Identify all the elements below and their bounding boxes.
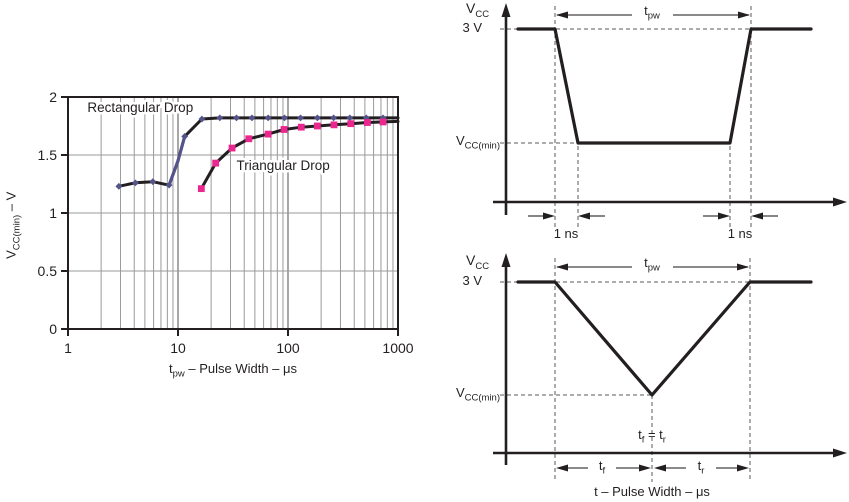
diamond-marker-icon: [264, 114, 272, 122]
diamond-marker-icon: [297, 114, 304, 122]
square-marker-icon: [228, 144, 236, 152]
square-marker-icon: [245, 135, 253, 143]
triangular-drop-trace: [516, 280, 813, 397]
tpw-label: tpw: [644, 3, 660, 22]
square-marker-icon: [280, 126, 288, 133]
diamond-marker-icon: [149, 178, 157, 186]
diamond-marker-icon: [346, 114, 354, 122]
level-3v-label: 3 V: [462, 20, 482, 35]
x-axis-arrow-icon: [833, 197, 847, 207]
chart-y-axis-label: VCC(min) – V: [3, 191, 23, 259]
square-marker-icon: [347, 120, 355, 128]
tr-arrowhead-left-icon: [654, 464, 666, 472]
vcc-axis-label: VCC: [466, 0, 490, 20]
tr-label: tr: [697, 458, 705, 477]
y-tick-label: 1.5: [38, 147, 58, 163]
rise-note-arrow-right-icon: [751, 212, 763, 220]
y-tick-label: 0: [49, 321, 57, 337]
tpw-arrowhead-right-icon: [738, 11, 750, 19]
chart-x-axis-label: tpw – Pulse Width – μs: [168, 361, 298, 380]
diamond-marker-icon: [330, 114, 338, 122]
fall-time-note: 1 ns: [553, 226, 579, 241]
tf-equals-tr-label: tf = tr: [638, 427, 666, 446]
series-line-colored-segment: [167, 134, 187, 187]
tpw-arrowhead-left-icon: [556, 263, 568, 271]
square-marker-icon: [297, 123, 305, 131]
diamond-marker-icon: [181, 133, 189, 140]
diamond-marker-icon: [132, 179, 139, 187]
vcc-axis-label: VCC: [466, 252, 490, 272]
tri-x-axis-label: t – Pulse Width – μs: [594, 484, 710, 499]
fall-note-arrow-right-icon: [578, 212, 590, 220]
tf-arrowhead-right-icon: [639, 464, 651, 472]
level-3v-label: 3 V: [462, 273, 482, 288]
vcc-min-label: VCC(min): [455, 385, 500, 404]
series-label: Rectangular Drop: [87, 100, 193, 115]
square-marker-icon: [363, 119, 371, 126]
x-tick-label: 1: [64, 340, 72, 356]
tf-label: tf: [598, 458, 606, 477]
diamond-marker-icon: [313, 114, 321, 122]
diamond-marker-icon: [216, 114, 224, 122]
pulse-width-chart-svg: 0 0.5 1 1.5 2 1 10 100 1000 Rectangular Drop Trian…: [38, 89, 414, 356]
diamond-marker-icon: [281, 114, 288, 122]
tpw-arrowhead-left-icon: [556, 11, 568, 19]
rectangular-drop-trace: [516, 27, 813, 145]
tpw-arrowhead-right-icon: [737, 263, 749, 271]
fall-note-arrow-left-icon: [543, 212, 555, 220]
y-tick-label: 2: [49, 89, 57, 105]
diamond-marker-icon: [248, 114, 256, 122]
x-tick-label: 1000: [382, 340, 413, 356]
y-axis-arrow-icon: [501, 3, 511, 17]
x-tick-label: 10: [170, 340, 186, 356]
square-marker-icon: [313, 122, 321, 130]
square-marker-icon: [212, 159, 220, 167]
square-marker-icon: [264, 130, 272, 138]
rise-time-note: 1 ns: [727, 226, 753, 241]
series-label: Triangular Drop: [237, 158, 330, 173]
diamond-marker-icon: [233, 114, 240, 122]
rectangular-drop-waveform-svg: [493, 3, 847, 229]
y-axis-arrow-icon: [501, 253, 511, 267]
x-axis-arrow-icon: [833, 448, 847, 458]
rise-note-arrow-left-icon: [718, 212, 730, 220]
triangular-drop-waveform-svg: [493, 253, 847, 482]
vcc-min-label: VCC(min): [455, 133, 500, 152]
square-marker-icon: [197, 185, 205, 193]
y-tick-label: 0.5: [38, 263, 58, 279]
square-marker-icon: [330, 121, 338, 129]
tpw-label: tpw: [644, 255, 660, 274]
square-marker-icon: [379, 118, 387, 126]
diamond-marker-icon: [165, 181, 173, 189]
diamond-marker-icon: [115, 182, 123, 190]
tf-arrowhead-left-icon: [556, 464, 568, 472]
x-tick-label: 100: [276, 340, 300, 356]
tr-arrowhead-right-icon: [737, 464, 749, 472]
y-tick-label: 1: [49, 205, 57, 221]
